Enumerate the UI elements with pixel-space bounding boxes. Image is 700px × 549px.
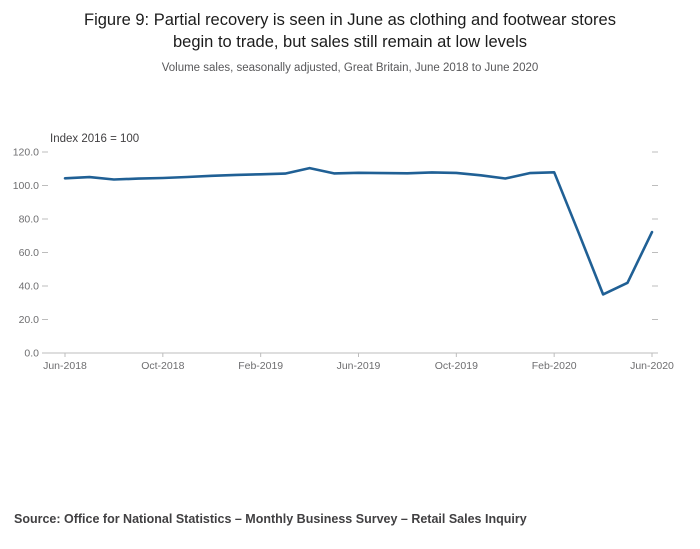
y-tick-label: 100.0 xyxy=(13,180,39,192)
chart-subtitle: Volume sales, seasonally adjusted, Great… xyxy=(161,61,539,74)
y-tick-label: 0.0 xyxy=(24,348,39,360)
series-line-clothing-footwear xyxy=(63,166,654,296)
y-tick-label: 20.0 xyxy=(19,314,40,326)
chart-title: Figure 9: Partial recovery is seen in Ju… xyxy=(0,10,700,54)
y-tick-label: 80.0 xyxy=(19,214,40,226)
x-tick-label: Oct-2018 xyxy=(141,360,184,372)
chart-title-line1: Figure 9: Partial recovery is seen in Ju… xyxy=(84,11,616,29)
x-tick-label: Jun-2018 xyxy=(43,360,87,372)
y-tick-label: 120.0 xyxy=(13,147,39,159)
chart-title-line2: begin to trade, but sales still remain a… xyxy=(172,32,527,51)
source-note: Source: Office for National Statistics –… xyxy=(14,512,527,526)
x-tick-label: Oct-2019 xyxy=(435,360,478,372)
line-chart: Index 2016 = 100 0.0 20.0 40.0 60.0 80.0 100.0… xyxy=(0,128,700,378)
x-tick-label: Jun-2020 xyxy=(630,360,674,372)
y-tick-label: 40.0 xyxy=(19,281,40,293)
chart-canvas: Index 2016 = 100 0.0 20.0 40.0 60.0 80.0 100.0… xyxy=(13,133,674,372)
x-tick-label: Jun-2019 xyxy=(337,360,381,372)
x-tick-label: Feb-2020 xyxy=(532,360,577,372)
y-axis-title: Index 2016 = 100 xyxy=(50,133,139,145)
chart-header: Figure 9: Partial recovery is seen in Ju… xyxy=(0,0,700,74)
y-tick-label: 60.0 xyxy=(19,247,40,259)
x-tick-label: Feb-2019 xyxy=(238,360,283,372)
